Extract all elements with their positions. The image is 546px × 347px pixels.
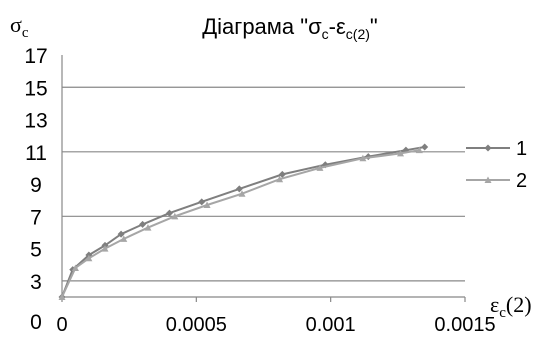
data-point bbox=[71, 264, 79, 271]
legend-swatch-marker bbox=[484, 176, 492, 183]
legend: 12 bbox=[466, 138, 527, 192]
data-point bbox=[165, 209, 173, 217]
legend-label: 2 bbox=[516, 170, 527, 192]
x-tick-label: 0 bbox=[56, 314, 67, 336]
data-point bbox=[139, 220, 147, 228]
y-tick-label: 0 bbox=[30, 311, 42, 334]
data-point bbox=[120, 235, 128, 242]
y-tick-label: 3 bbox=[30, 271, 42, 294]
y-tick-labels: 0 3 5 7 9 11 13 15 17 bbox=[24, 45, 47, 334]
series-group bbox=[58, 143, 429, 301]
x-tick-label: 0.001 bbox=[306, 314, 356, 336]
gridlines bbox=[62, 86, 465, 282]
series-1 bbox=[58, 143, 429, 301]
x-tick-label: 0.0005 bbox=[166, 314, 227, 336]
data-point bbox=[421, 143, 429, 151]
chart-title: Діаграма "σc-εc(2)" bbox=[202, 14, 377, 42]
data-point bbox=[359, 154, 367, 162]
y-tick-label: 13 bbox=[24, 110, 47, 133]
data-point bbox=[117, 230, 125, 238]
series-line-1 bbox=[61, 146, 425, 298]
y-tick-label: 15 bbox=[24, 77, 47, 100]
series-line-2 bbox=[61, 149, 420, 298]
y-tick-label: 9 bbox=[30, 174, 42, 197]
data-point bbox=[276, 175, 284, 183]
x-tick-labels: 0 0.0005 0.001 0.0015 bbox=[56, 314, 495, 336]
data-point bbox=[235, 185, 243, 193]
data-point bbox=[397, 149, 405, 157]
legend-item-2: 2 bbox=[466, 170, 527, 192]
data-point bbox=[85, 254, 93, 262]
data-point bbox=[415, 146, 423, 154]
data-point bbox=[278, 170, 286, 178]
y-axis-label: σc bbox=[10, 12, 29, 41]
data-point bbox=[101, 245, 109, 252]
legend-label: 1 bbox=[516, 138, 527, 160]
y-tick-label: 11 bbox=[25, 142, 47, 165]
data-point bbox=[316, 164, 324, 171]
data-point bbox=[203, 201, 211, 209]
legend-swatch-marker bbox=[484, 144, 492, 152]
series-2 bbox=[58, 146, 423, 300]
y-tick-label: 5 bbox=[30, 239, 42, 262]
y-tick-label: 7 bbox=[30, 206, 42, 229]
data-point bbox=[58, 293, 66, 300]
data-point bbox=[198, 198, 206, 206]
y-tick-label: 17 bbox=[24, 45, 47, 68]
x-tick-label: 0.0015 bbox=[434, 314, 495, 336]
data-point bbox=[171, 212, 179, 220]
legend-item-1: 1 bbox=[466, 138, 527, 160]
axes bbox=[61, 55, 466, 302]
data-point bbox=[238, 190, 246, 197]
data-point bbox=[144, 224, 152, 231]
x-axis-label: εc(2) bbox=[490, 292, 532, 321]
